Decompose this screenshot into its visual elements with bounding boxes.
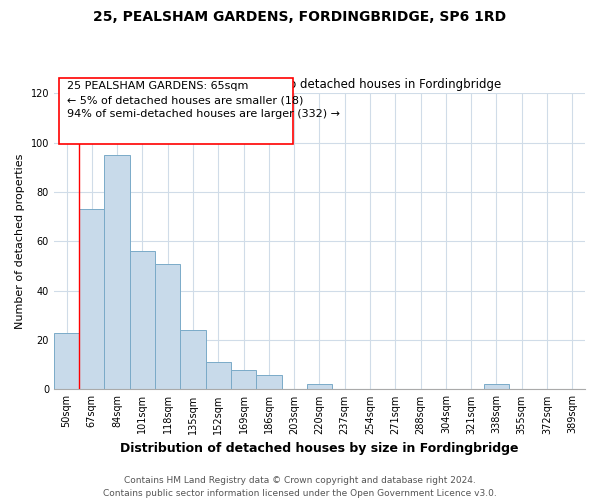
- Bar: [79, 210, 104, 390]
- X-axis label: Distribution of detached houses by size in Fordingbridge: Distribution of detached houses by size …: [120, 442, 519, 455]
- Text: Contains HM Land Registry data © Crown copyright and database right 2024.
Contai: Contains HM Land Registry data © Crown c…: [103, 476, 497, 498]
- Bar: [155, 264, 181, 390]
- Bar: [130, 251, 155, 390]
- Text: 25 PEALSHAM GARDENS: 65sqm
← 5% of detached houses are smaller (18)
94% of semi-: 25 PEALSHAM GARDENS: 65sqm ← 5% of detac…: [67, 82, 340, 120]
- Bar: [231, 370, 256, 390]
- Bar: [206, 362, 231, 390]
- FancyBboxPatch shape: [59, 78, 293, 144]
- Bar: [104, 155, 130, 390]
- Bar: [484, 384, 509, 390]
- Bar: [307, 384, 332, 390]
- Bar: [256, 374, 281, 390]
- Text: 25, PEALSHAM GARDENS, FORDINGBRIDGE, SP6 1RD: 25, PEALSHAM GARDENS, FORDINGBRIDGE, SP6…: [94, 10, 506, 24]
- Title: Size of property relative to detached houses in Fordingbridge: Size of property relative to detached ho…: [138, 78, 501, 90]
- Bar: [181, 330, 206, 390]
- Bar: [54, 332, 79, 390]
- Y-axis label: Number of detached properties: Number of detached properties: [15, 154, 25, 329]
